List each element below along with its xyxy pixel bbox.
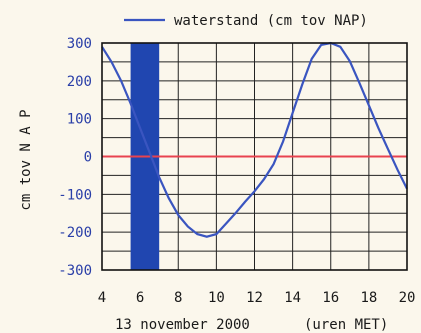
- x-tick-label: 20: [399, 290, 416, 306]
- y-tick-label: 0: [84, 150, 92, 166]
- x-tick-label: 16: [322, 290, 339, 306]
- x-tick-labels: 4 6 8 10 12 14 16 18 20: [98, 290, 416, 306]
- y-tick-label: 100: [67, 112, 92, 128]
- x-axis-unit-label: (uren MET): [304, 317, 388, 333]
- x-tick-label: 4: [98, 290, 106, 306]
- legend-label: waterstand (cm tov NAP): [174, 13, 368, 29]
- x-tick-label: 12: [246, 290, 263, 306]
- x-axis-date-label: 13 november 2000: [115, 317, 250, 333]
- x-tick-label: 14: [284, 290, 301, 306]
- plot-frame: [101, 42, 408, 271]
- x-tick-label: 18: [360, 290, 377, 306]
- x-tick-label: 6: [136, 290, 144, 306]
- y-tick-label: 300: [67, 36, 92, 52]
- y-tick-label: -300: [58, 263, 92, 279]
- y-tick-label: -200: [58, 225, 92, 241]
- series-line-waterstand: [101, 41, 408, 238]
- y-tick-label: 200: [67, 74, 92, 90]
- y-tick-label: -100: [58, 187, 92, 203]
- x-tick-label: 8: [174, 290, 182, 306]
- y-tick-labels: 300 200 100 0 -100 -200 -300: [58, 36, 92, 279]
- x-tick-label: 10: [208, 290, 225, 306]
- y-axis-label: cm tov N A P: [18, 109, 34, 210]
